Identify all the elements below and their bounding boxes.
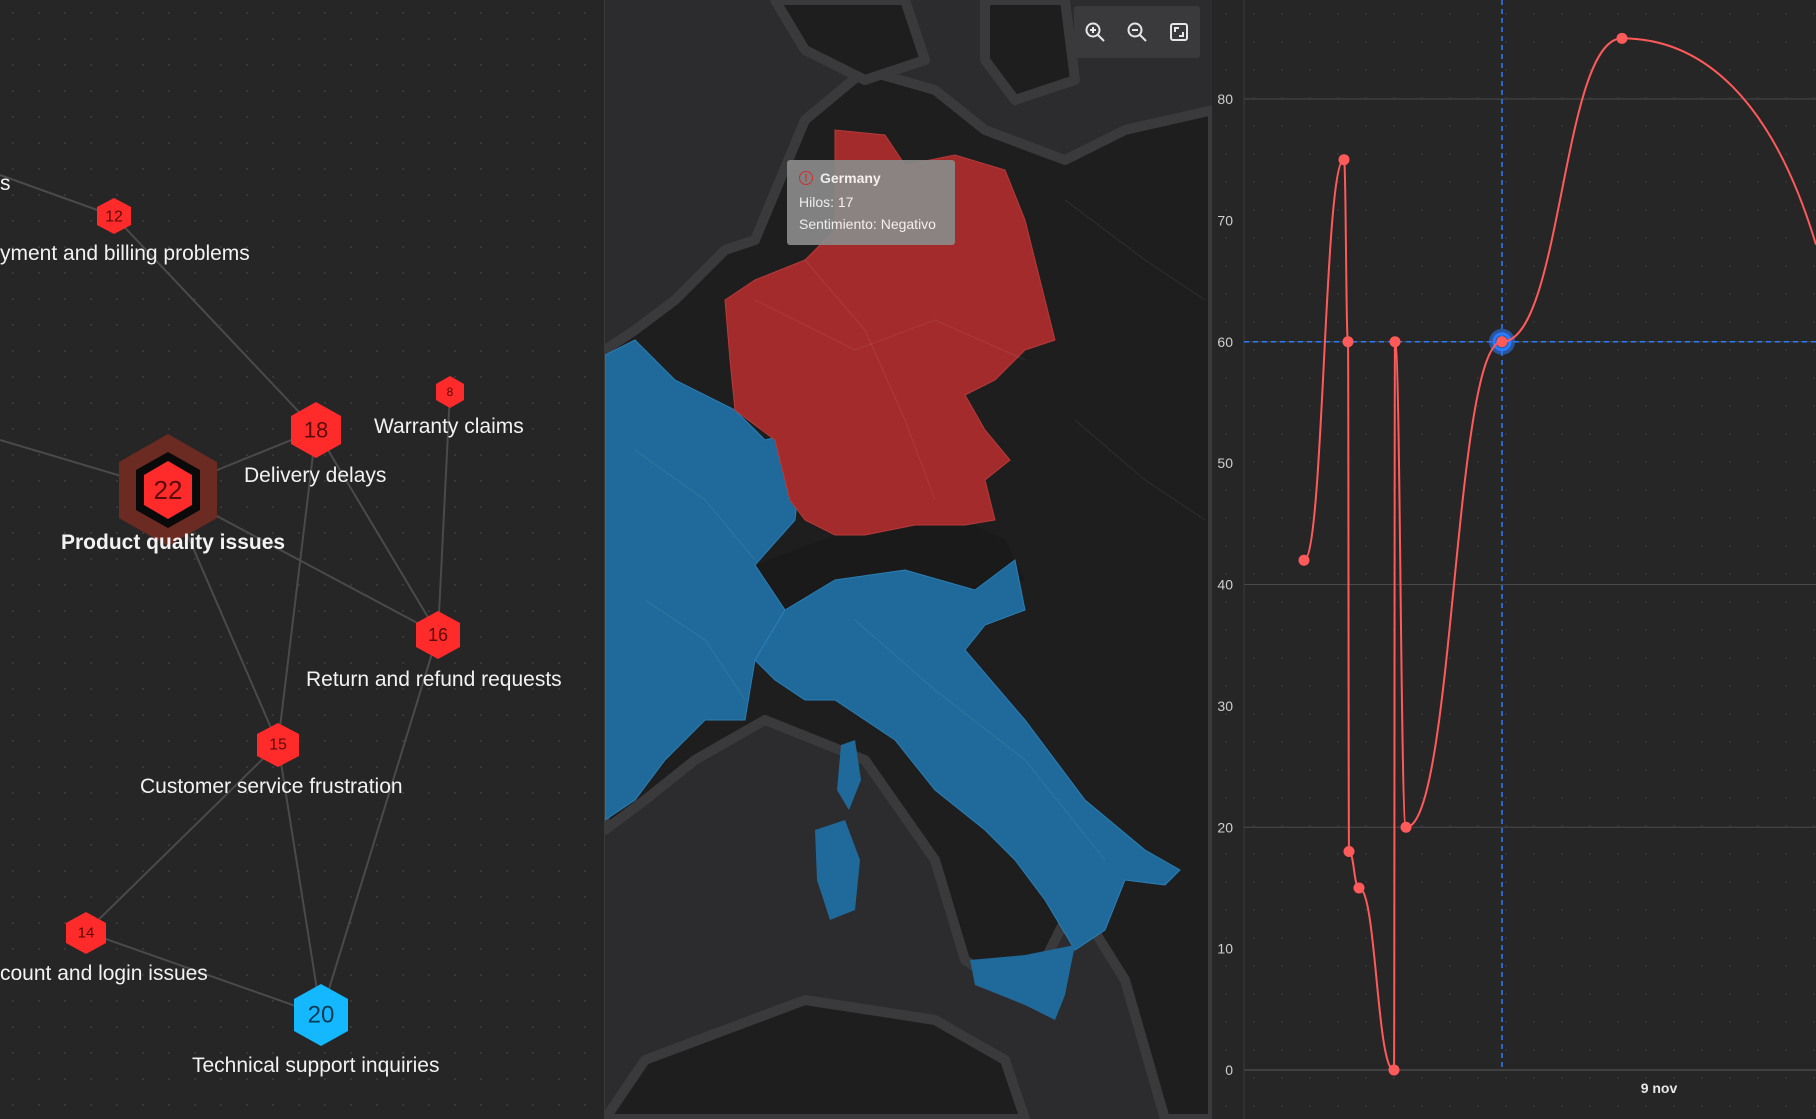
- node-payment[interactable]: 12 yment and billing problems: [0, 198, 250, 265]
- edge: [85, 931, 322, 1016]
- node-support[interactable]: 20 Technical support inquiries: [192, 984, 439, 1077]
- chart-gridlines: [1244, 98, 1816, 1071]
- hexagon-icon: [294, 984, 348, 1046]
- hexagon-icon: [97, 198, 131, 234]
- line-chart-panel[interactable]: 0 10 20 30 40 50 60 70 80 9 nov: [1212, 0, 1816, 1119]
- hexagon-icon: [257, 723, 299, 767]
- node-label: Technical support inquiries: [192, 1054, 439, 1077]
- data-point[interactable]: [1400, 821, 1412, 833]
- node-account[interactable]: 14 count and login issues: [0, 912, 208, 985]
- network-graph: s 12 yment and billing problems 8 Warran…: [0, 172, 562, 1077]
- scandinavia-land: [770, 0, 930, 85]
- node-refund[interactable]: 16 Return and refund requests: [306, 611, 562, 691]
- edge: [277, 429, 317, 745]
- data-point[interactable]: [1298, 554, 1310, 566]
- tooltip-title: ! Germany: [799, 170, 943, 186]
- island-sardinia[interactable]: [815, 820, 860, 920]
- edge: [0, 174, 115, 217]
- network-edges: [0, 174, 451, 1016]
- data-point[interactable]: [1342, 336, 1354, 348]
- y-tick-label: 20: [1217, 819, 1233, 835]
- node-count: 14: [78, 925, 95, 942]
- map-tooltip: ! Germany Hilos: 17 Sentimiento: Negativ…: [787, 160, 955, 245]
- highlight-ring: [1492, 332, 1512, 352]
- node-label: Product quality issues: [61, 531, 285, 554]
- y-tick-label: 0: [1225, 1062, 1233, 1078]
- y-tick-label: 50: [1217, 455, 1233, 471]
- line-chart: 0 10 20 30 40 50 60 70 80 9 nov: [1217, 0, 1816, 1119]
- node-service[interactable]: 15 Customer service frustration: [140, 723, 403, 798]
- hexagon-icon: [144, 461, 192, 519]
- hexagon-icon: [416, 611, 460, 659]
- y-tick-label: 10: [1217, 941, 1233, 957]
- tooltip-sentiment: Sentimiento: Negativo: [799, 216, 936, 232]
- node-label: yment and billing problems: [0, 242, 250, 265]
- network-graph-panel[interactable]: s 12 yment and billing problems 8 Warran…: [0, 0, 604, 1119]
- country-italy[interactable]: [754, 559, 1181, 951]
- node-label: count and login issues: [0, 962, 208, 985]
- zoom-in-button[interactable]: [1080, 17, 1110, 47]
- node-quality[interactable]: 22 Product quality issues: [61, 434, 285, 554]
- europe-map: [605, 0, 1213, 1119]
- x-tick-label: 9 nov: [1641, 1080, 1678, 1096]
- series-line: [1303, 37, 1816, 1072]
- data-point[interactable]: [1388, 1064, 1400, 1076]
- warning-icon: !: [799, 171, 813, 185]
- edge: [277, 743, 322, 1016]
- africa-land: [605, 995, 1030, 1119]
- country-france[interactable]: [605, 339, 806, 821]
- node-count: 16: [428, 625, 448, 645]
- node-label: Delivery delays: [244, 464, 386, 487]
- data-point[interactable]: [1496, 336, 1508, 348]
- road-network: [634, 199, 1206, 861]
- hexagon-icon: [291, 402, 341, 458]
- node-count: 20: [308, 1002, 335, 1029]
- map-controls: [1074, 6, 1200, 58]
- node-count: 8: [447, 385, 454, 399]
- data-point[interactable]: [1389, 336, 1401, 348]
- data-point[interactable]: [1616, 32, 1628, 44]
- country-germany[interactable]: [724, 129, 1056, 536]
- data-point[interactable]: [1338, 154, 1350, 166]
- hexagon-icon: [436, 376, 464, 408]
- fit-icon: [1170, 23, 1188, 41]
- y-tick-label: 40: [1217, 577, 1233, 593]
- edge-label-fragment: s: [0, 172, 11, 195]
- zoom-in-icon: [1085, 22, 1105, 42]
- y-tick-label: 30: [1217, 698, 1233, 714]
- tooltip-country: Germany: [820, 170, 881, 186]
- edge: [85, 743, 279, 933]
- edge: [320, 633, 439, 1016]
- node-count: 18: [304, 418, 328, 443]
- baltic-land: [980, 0, 1080, 105]
- zoom-out-icon: [1127, 22, 1147, 42]
- node-delivery[interactable]: 18 Delivery delays: [244, 402, 386, 487]
- node-count: 12: [105, 209, 123, 226]
- zoom-out-button[interactable]: [1122, 17, 1152, 47]
- node-label: Warranty claims: [374, 415, 524, 438]
- fit-view-button[interactable]: [1164, 17, 1194, 47]
- island-corsica[interactable]: [837, 740, 861, 810]
- y-tick-label: 70: [1217, 212, 1233, 228]
- node-warranty[interactable]: 8 Warranty claims: [374, 376, 524, 438]
- node-count: 15: [269, 737, 287, 754]
- data-point[interactable]: [1353, 882, 1365, 894]
- edge: [113, 215, 317, 431]
- hexagon-icon: [66, 912, 106, 954]
- y-tick-label: 60: [1217, 334, 1233, 350]
- edge: [315, 429, 439, 635]
- node-count: 22: [154, 475, 183, 505]
- island-sicily[interactable]: [970, 945, 1075, 1020]
- y-tick-label: 80: [1217, 91, 1233, 107]
- crosshair: [1244, 0, 1816, 1070]
- series-points: [1298, 32, 1628, 1076]
- data-point[interactable]: [1343, 846, 1355, 858]
- tooltip-threads: Hilos: 17: [799, 194, 854, 210]
- node-label: Return and refund requests: [306, 668, 562, 691]
- y-axis-ticks: 0 10 20 30 40 50 60 70 80: [1217, 91, 1233, 1078]
- edge: [437, 391, 451, 635]
- node-label: Customer service frustration: [140, 775, 403, 798]
